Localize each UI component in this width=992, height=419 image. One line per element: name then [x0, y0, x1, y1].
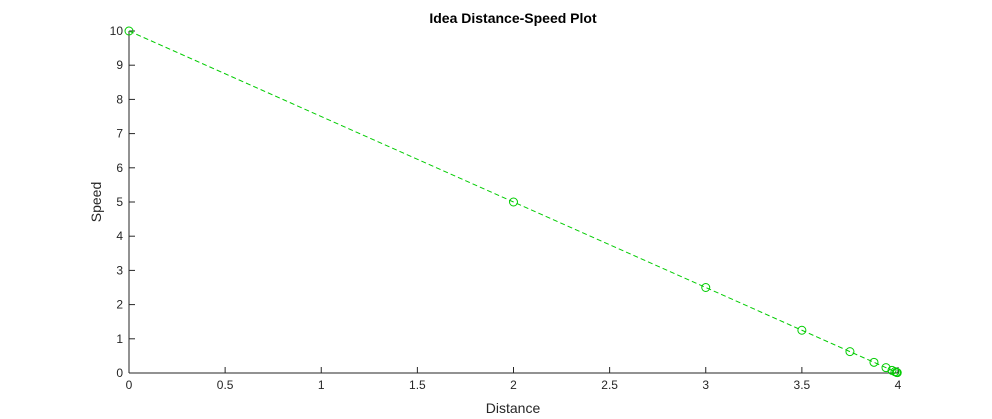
- y-tick-label: 0: [116, 366, 123, 380]
- chart-title: Idea Distance-Speed Plot: [429, 10, 597, 26]
- axes: 0 0.5 1 1.5 2 2.5 3 3.5 4 0 1 2 3 4 5 6 7 8 9 10: [110, 24, 902, 392]
- x-tick-label: 3: [702, 378, 709, 392]
- y-tick-label: 9: [116, 58, 123, 72]
- x-tick-label: 3.5: [794, 378, 811, 392]
- y-axis-label: Speed: [88, 182, 104, 222]
- series-line: [128, 30, 898, 374]
- data-point: [869, 357, 879, 367]
- data-point: [124, 26, 134, 36]
- y-tick-label: 2: [116, 298, 123, 312]
- y-tick-label: 8: [116, 92, 123, 106]
- series-layer: [124, 26, 902, 378]
- x-tick-label: 0: [126, 378, 133, 392]
- x-tick-label: 4: [895, 378, 902, 392]
- data-point: [881, 363, 891, 373]
- x-axis-label: Distance: [486, 400, 541, 416]
- y-tick-label: 1: [116, 332, 123, 346]
- data-point: [892, 368, 902, 378]
- data-point: [797, 325, 807, 335]
- y-tick-label: 3: [116, 263, 123, 277]
- x-tick-label: 1: [318, 378, 325, 392]
- y-tick-label: 5: [116, 195, 123, 209]
- x-tick-label: 0.5: [217, 378, 234, 392]
- data-point: [845, 347, 855, 357]
- y-tick-label: 7: [116, 127, 123, 141]
- x-tick-label: 1.5: [409, 378, 426, 392]
- x-tick-label: 2.5: [601, 378, 618, 392]
- y-tick-label: 4: [116, 229, 123, 243]
- y-tick-label: 10: [110, 24, 124, 38]
- data-point: [509, 197, 518, 207]
- y-tick-label: 6: [116, 161, 123, 175]
- x-tick-label: 2: [510, 378, 517, 392]
- data-point: [701, 283, 711, 292]
